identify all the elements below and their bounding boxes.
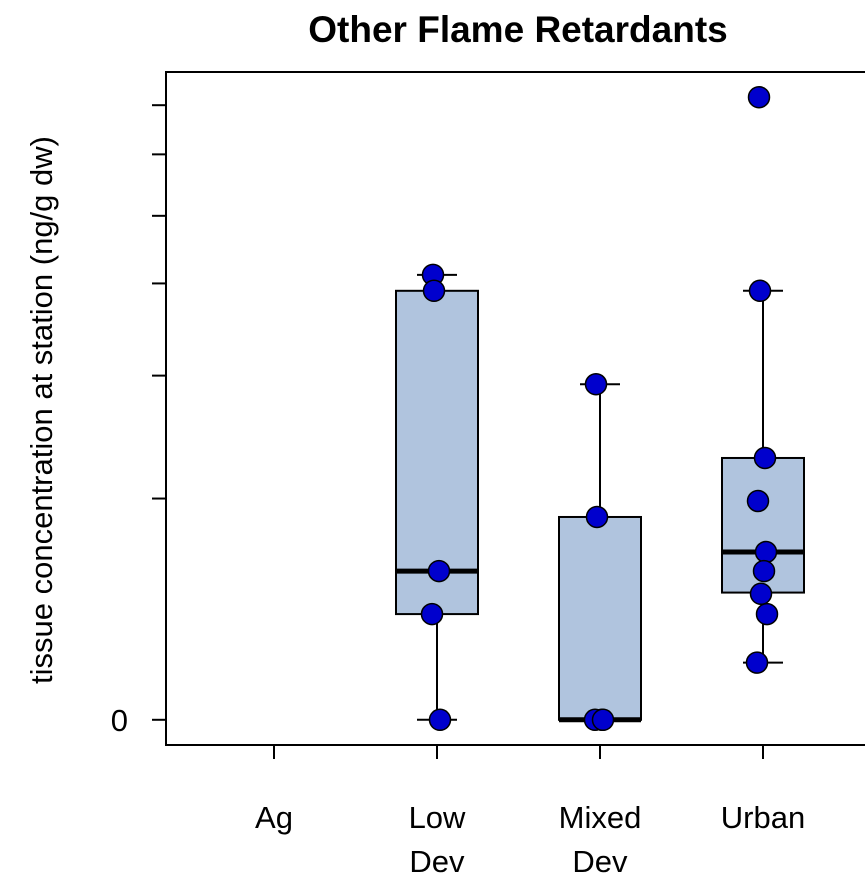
data-point: [584, 372, 608, 396]
data-point: [755, 602, 779, 626]
plot-frame: [165, 71, 865, 746]
data-point: [754, 540, 778, 564]
data-point: [752, 559, 776, 583]
data-point: [748, 279, 772, 303]
y-tick-label: 0: [111, 703, 128, 738]
x-tick-label: Urban: [721, 800, 805, 835]
box: [558, 515, 642, 721]
data-point: [591, 708, 615, 732]
y-axis-label: tissue concentration at station (ng/g dw…: [24, 136, 59, 684]
x-tick-label: Mixed Dev: [559, 800, 642, 879]
data-point: [749, 582, 773, 606]
data-point: [420, 602, 444, 626]
data-point: [745, 651, 769, 674]
chart-title: Other Flame Retardants: [308, 9, 727, 50]
data-point: [422, 279, 446, 303]
x-tick-label: Ag: [255, 800, 293, 835]
data-point: [427, 559, 451, 583]
data-point: [753, 446, 777, 470]
data-point: [585, 505, 609, 529]
data-point: [747, 85, 771, 109]
x-tick-label: Low Dev: [409, 800, 466, 879]
data-point: [746, 489, 770, 513]
data-point: [428, 708, 452, 732]
